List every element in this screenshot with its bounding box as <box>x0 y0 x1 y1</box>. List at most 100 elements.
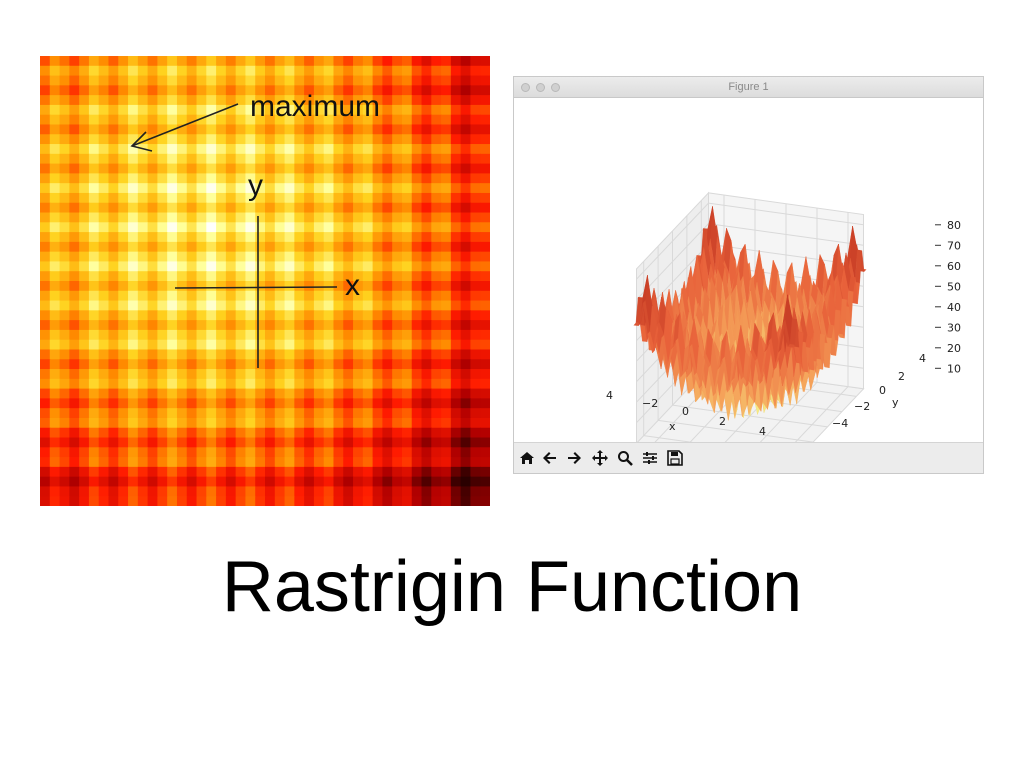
heatmap-cell <box>372 281 383 292</box>
heatmap-cell <box>118 447 129 458</box>
heatmap-cell <box>362 437 374 448</box>
heatmap-cell <box>235 427 247 439</box>
heatmap-cell <box>343 75 354 86</box>
slide-title: Rastrigin Function <box>221 547 803 627</box>
heatmap-cell <box>265 192 276 204</box>
heatmap-cell <box>421 369 432 380</box>
heatmap-cell <box>411 339 423 351</box>
pan-button[interactable] <box>590 448 610 468</box>
heatmap-cell <box>421 192 432 204</box>
heatmap-cell <box>167 466 178 478</box>
heatmap-cell <box>98 320 110 331</box>
heatmap-cell <box>304 369 315 380</box>
heatmap-cell <box>313 310 325 321</box>
heatmap-cell <box>186 173 198 184</box>
heatmap-cell <box>284 486 295 497</box>
heatmap-cell <box>235 104 247 116</box>
floor-grid-line <box>758 381 818 443</box>
subplots-button[interactable] <box>640 448 660 468</box>
minimize-window-button[interactable] <box>536 83 545 92</box>
heatmap-cell <box>392 417 403 429</box>
heatmap-cell <box>470 222 481 233</box>
heatmap-cell <box>411 417 423 429</box>
heatmap-cell <box>79 339 90 351</box>
heatmap-cell <box>167 349 178 360</box>
heatmap-cell <box>108 417 119 429</box>
heatmap-cell <box>69 320 80 331</box>
maximize-window-button[interactable] <box>551 83 560 92</box>
heatmap-cell <box>59 378 70 390</box>
heatmap-cell <box>372 496 383 506</box>
heatmap-cell <box>157 104 168 116</box>
heatmap-cell <box>235 183 247 194</box>
heatmap-cell <box>470 378 481 390</box>
heatmap-cell <box>128 241 139 253</box>
heatmap-cell <box>323 486 335 497</box>
heatmap-cell <box>470 271 481 282</box>
heatmap-y-label: y <box>248 169 263 202</box>
heatmap-cell <box>362 75 374 86</box>
heatmap-cell <box>157 65 168 77</box>
heatmap-cell <box>235 251 247 263</box>
heatmap-cell <box>176 222 188 233</box>
heatmap-cell <box>392 457 403 468</box>
heatmap-cell <box>382 95 393 106</box>
heatmap-cell <box>59 134 70 145</box>
heatmap-cell <box>157 241 168 253</box>
heatmap-cell <box>88 349 100 360</box>
zoom-button[interactable] <box>615 448 635 468</box>
heatmap-cell <box>362 85 374 96</box>
heatmap-cell <box>88 388 100 399</box>
heatmap-cell <box>313 437 325 448</box>
heatmap-cell <box>147 349 158 360</box>
window-titlebar[interactable]: Figure 1 <box>514 77 983 98</box>
heatmap-cell <box>147 300 158 311</box>
heatmap-cell <box>225 232 237 243</box>
heatmap-cell <box>79 261 90 272</box>
heatmap-cell <box>235 192 247 204</box>
heatmap-cell <box>313 163 325 174</box>
heatmap-cell <box>40 281 51 292</box>
heatmap-cell <box>401 408 413 419</box>
heatmap-cell <box>49 153 61 165</box>
heatmap-cell <box>294 290 305 302</box>
heatmap-cell <box>88 476 100 488</box>
heatmap-cell <box>411 398 423 409</box>
heatmap-cell <box>147 271 158 282</box>
heatmap-cell <box>382 232 393 243</box>
heatmap-cell <box>392 310 403 321</box>
heatmap-cell <box>88 232 100 243</box>
y-tick-label: −4 <box>832 417 848 430</box>
heatmap-cell <box>470 202 481 214</box>
forward-button[interactable] <box>564 448 584 468</box>
heatmap-cell <box>69 202 80 214</box>
heatmap-cell <box>118 212 129 223</box>
heatmap-cell <box>118 271 129 282</box>
heatmap-cell <box>274 398 286 409</box>
heatmap-cell <box>323 300 335 311</box>
home-button[interactable] <box>517 448 537 468</box>
heatmap-cell <box>392 75 403 86</box>
back-button[interactable] <box>540 448 560 468</box>
heatmap-cell <box>343 85 354 96</box>
heatmap-cell <box>157 56 168 67</box>
heatmap-cell <box>294 457 305 468</box>
heatmap-cell <box>460 300 472 311</box>
close-window-button[interactable] <box>521 83 530 92</box>
heatmap-cell <box>333 310 344 321</box>
heatmap-cell <box>167 241 178 253</box>
heatmap-cell <box>460 486 472 497</box>
heatmap-cell <box>216 300 227 311</box>
heatmap-cell <box>372 85 383 96</box>
heatmap-cell <box>147 232 158 243</box>
heatmap-cell <box>186 417 198 429</box>
heatmap-cell <box>59 320 70 331</box>
save-button[interactable] <box>665 448 685 468</box>
heatmap-cell <box>118 85 129 96</box>
heatmap-cell <box>343 163 354 174</box>
heatmap-cell <box>372 232 383 243</box>
heatmap-cell <box>59 202 70 214</box>
heatmap-cell <box>372 192 383 204</box>
heatmap-cell <box>460 134 472 145</box>
